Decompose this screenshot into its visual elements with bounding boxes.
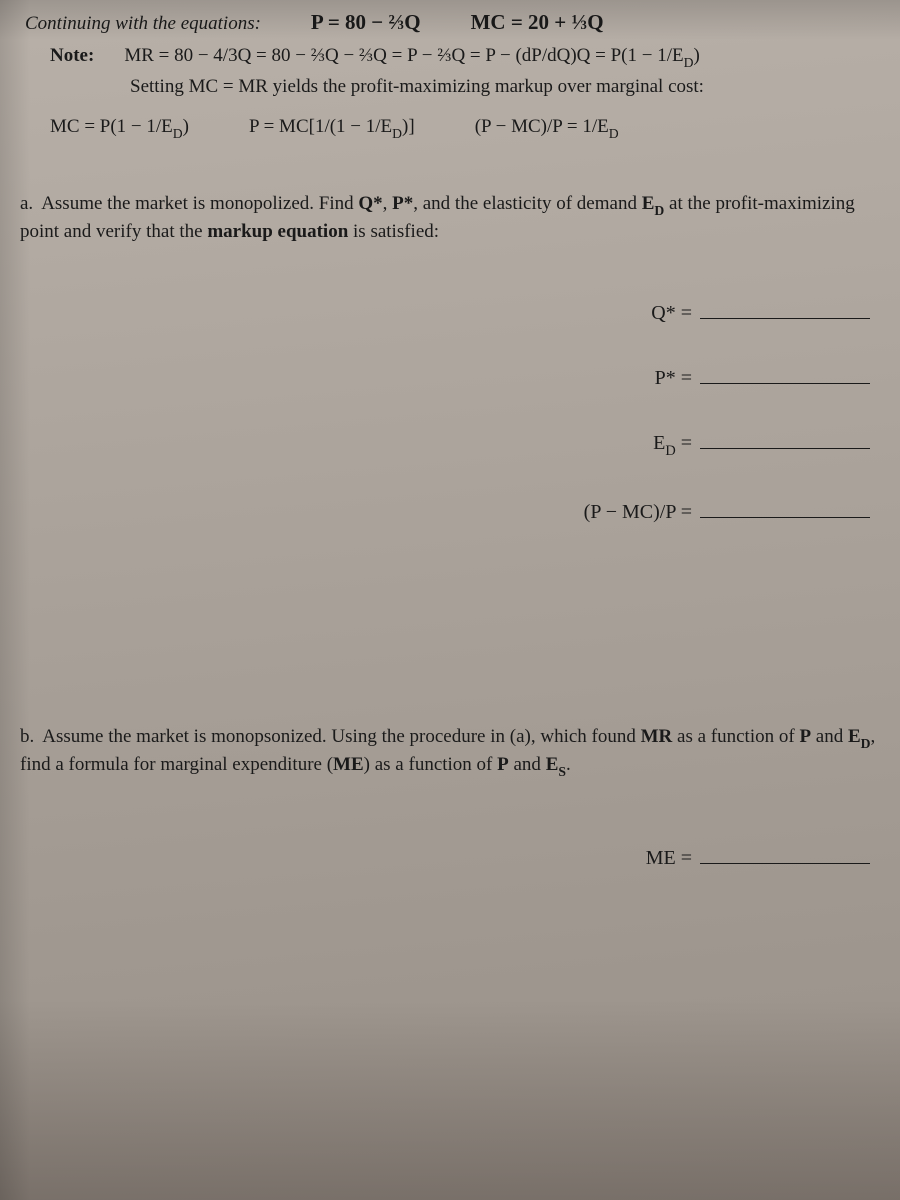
worksheet-page: Continuing with the equations: P = 80 − … (10, 10, 890, 1190)
part-b-prompt: b.Assume the market is monopsonized. Usi… (10, 724, 890, 781)
note-block: Note: MR = 80 − 4/3Q = 80 − ⅔Q − ⅔Q = P … (50, 45, 890, 98)
part-b-answers: ME = (10, 840, 890, 870)
eq-mc-p: MC = P(1 − 1/ED) (50, 116, 189, 141)
blank-p-star[interactable] (700, 360, 870, 384)
part-a-prompt: a.Assume the market is monopolized. Find… (10, 191, 890, 245)
eq-p-mc: P = MC[1/(1 − 1/ED)] (249, 116, 415, 141)
part-b-section: b.Assume the market is monopsonized. Usi… (10, 724, 890, 871)
blank-ed[interactable] (700, 425, 870, 449)
note-row-mr: Note: MR = 80 − 4/3Q = 80 − ⅔Q − ⅔Q = P … (50, 45, 890, 70)
blank-q-star[interactable] (700, 295, 870, 319)
part-b-label: b. (20, 726, 34, 747)
equation-p: P = 80 − ⅔Q (311, 10, 421, 35)
part-a-label: a. (20, 193, 33, 214)
answer-ed: ED = (10, 425, 890, 459)
continuing-label: Continuing with the equations: (25, 13, 261, 35)
answer-markup: (P − MC)/P = (10, 494, 890, 524)
note-setting-text: Setting MC = MR yields the profit-maximi… (130, 76, 890, 98)
answer-q-star: Q* = (10, 295, 890, 325)
blank-markup[interactable] (700, 494, 870, 518)
equation-mc: MC = 20 + ⅓Q (471, 10, 604, 35)
answer-me: ME = (10, 840, 890, 870)
answer-p-star: P* = (10, 360, 890, 390)
header-row: Continuing with the equations: P = 80 − … (10, 10, 890, 35)
part-a-section: a.Assume the market is monopolized. Find… (10, 191, 890, 524)
markup-equations-row: MC = P(1 − 1/ED) P = MC[1/(1 − 1/ED)] (P… (50, 116, 890, 141)
note-mr-equation: MR = 80 − 4/3Q = 80 − ⅔Q − ⅔Q = P − ⅔Q =… (124, 45, 700, 70)
blank-me[interactable] (700, 840, 870, 864)
note-label: Note: (50, 45, 94, 67)
eq-markup: (P − MC)/P = 1/ED (475, 116, 619, 141)
part-a-answers: Q* = P* = ED = (P − MC)/P = (10, 295, 890, 524)
